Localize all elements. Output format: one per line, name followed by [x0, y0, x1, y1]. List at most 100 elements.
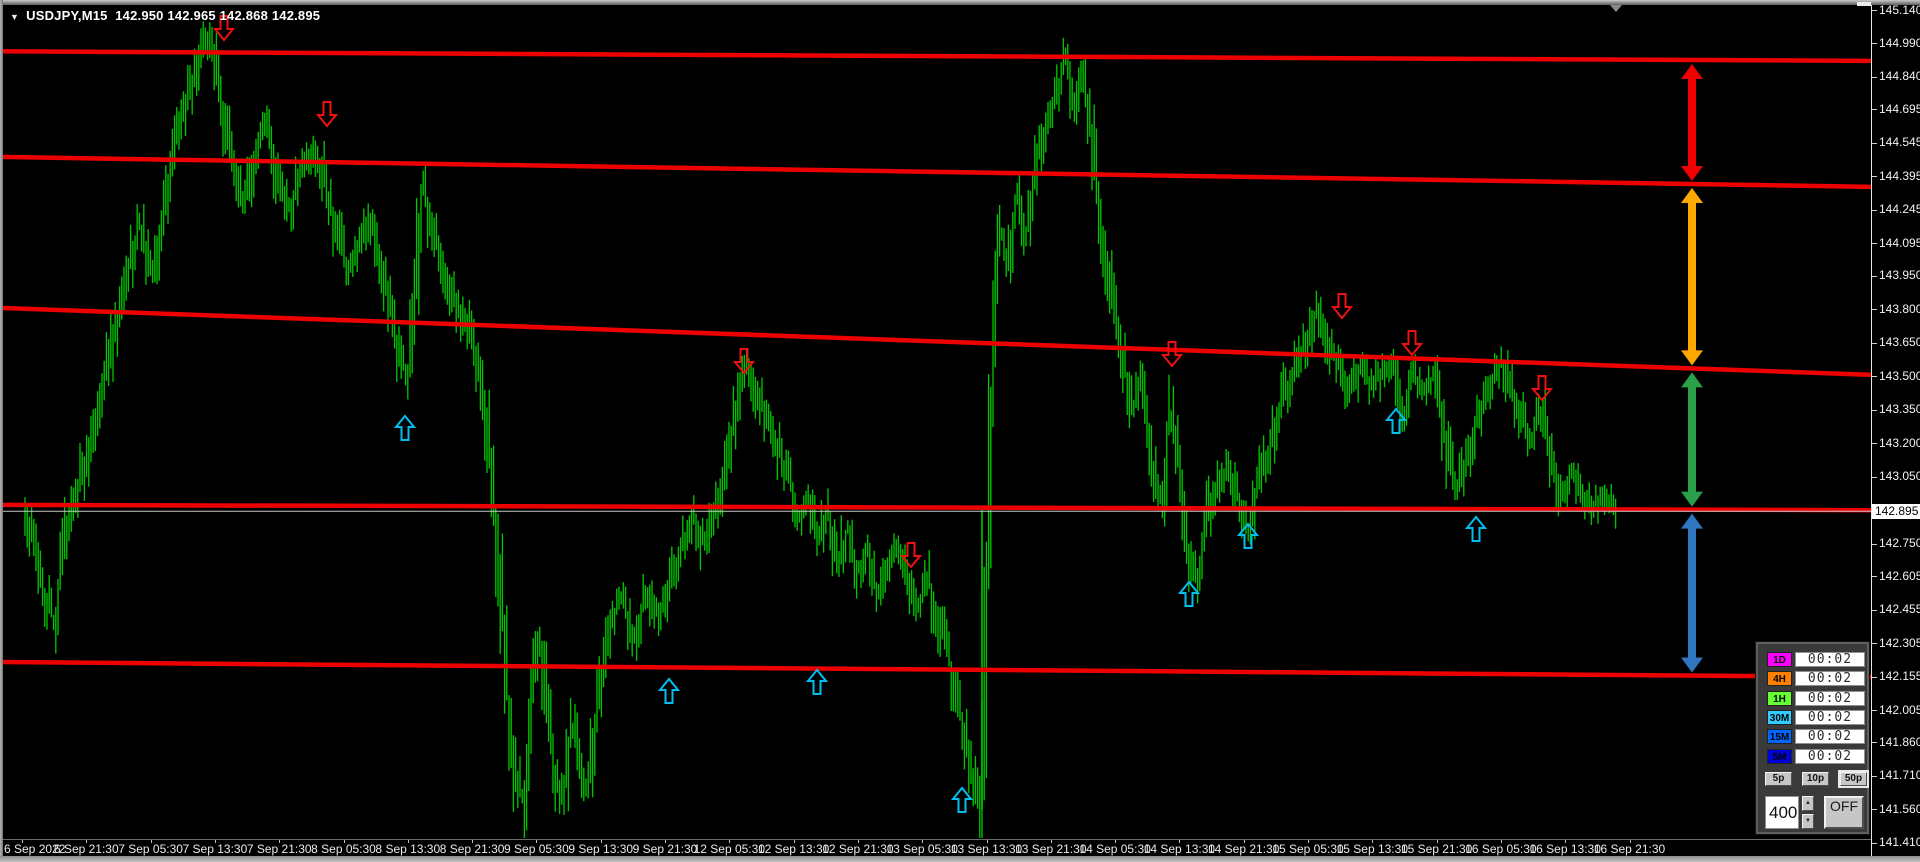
time-tick-label: 12 Sep 21:30 [822, 842, 894, 856]
price-tick-mark [1872, 742, 1877, 744]
spinner-up-button[interactable]: ▲ [1802, 796, 1814, 811]
spinner-down-icon: ▼ [1805, 818, 1811, 824]
sell-signal-arrow-icon [1330, 293, 1354, 320]
time-tick-label: 14 Sep 21:30 [1207, 842, 1280, 856]
pip-button-10p[interactable]: 10p [1802, 772, 1829, 786]
time-tick-mark [1629, 840, 1631, 843]
time-tick-mark [1436, 840, 1438, 843]
price-tick-label: 144.545 [1879, 135, 1920, 150]
buy-signal-arrow-icon [1177, 580, 1201, 607]
time-tick-mark [729, 840, 731, 843]
time-tick-mark [600, 840, 602, 843]
buy-signal-arrow-icon [950, 786, 974, 813]
spinner-down-button[interactable]: ▼ [1802, 814, 1814, 829]
price-tick-label: 142.305 [1879, 635, 1920, 650]
time-tick-label: 16 Sep 05:30 [1465, 842, 1537, 856]
spinner-up-icon: ▲ [1805, 800, 1811, 806]
timeframe-countdown-4h: 00:02 [1795, 671, 1865, 687]
window-top-border [0, 0, 1920, 5]
time-tick-label: 15 Sep 13:30 [1336, 842, 1408, 856]
buy-signal-arrow-icon [1464, 515, 1488, 542]
price-tick-mark [1872, 576, 1877, 578]
support-resistance-line-5[interactable] [0, 659, 1872, 680]
price-tick-mark [1872, 76, 1877, 78]
sell-signal-arrow-icon [732, 348, 756, 375]
time-tick-mark [1179, 840, 1181, 843]
support-resistance-line-2[interactable] [0, 154, 1872, 190]
pip-button-50p[interactable]: 50p [1840, 772, 1867, 786]
time-tick-label: 13 Sep 13:30 [950, 842, 1023, 856]
sell-signal-arrow-icon [1400, 330, 1424, 357]
timeframe-label-1d: 1D [1767, 652, 1792, 667]
time-tick-mark [1372, 840, 1374, 843]
price-tick-mark [1872, 710, 1877, 712]
time-tick-label: 9 Sep 13:30 [568, 842, 634, 856]
time-tick-mark [793, 840, 795, 843]
price-tick-label: 144.095 [1879, 235, 1920, 250]
time-tick-mark [86, 840, 88, 843]
chart-symbol-period: USDJPY,M15 [26, 8, 108, 23]
time-tick-label: 15 Sep 05:30 [1272, 842, 1344, 856]
price-tick-mark [1872, 409, 1877, 411]
buy-signal-arrow-icon [805, 668, 829, 695]
price-tick-label: 141.560 [1879, 801, 1920, 816]
price-tick-mark [1872, 443, 1877, 445]
sell-signal-arrow-icon [1160, 341, 1184, 368]
price-tick-mark [1872, 342, 1877, 344]
time-tick-mark [857, 840, 859, 843]
price-tick-mark [1872, 142, 1877, 144]
price-tick-mark [1872, 10, 1877, 11]
price-tick-label: 141.860 [1879, 734, 1920, 749]
price-chart-canvas[interactable] [0, 0, 1872, 856]
price-tick-label: 143.050 [1879, 469, 1920, 484]
time-tick-label: 13 Sep 05:30 [886, 842, 958, 856]
price-tick-mark [1872, 842, 1877, 844]
axis-separator [1871, 5, 1872, 856]
off-button[interactable]: OFF [1824, 796, 1864, 829]
chart-shift-marker-icon[interactable] [1610, 5, 1622, 12]
candle-timer-panel: 1D 00:02 4H 00:02 1H 00:02 30M 00:02 15M 00:02 5M 0… [1756, 642, 1869, 834]
time-tick-label: 14 Sep 05:30 [1079, 842, 1151, 856]
price-tick-label: 145.140 [1879, 2, 1920, 17]
support-resistance-line-3[interactable] [0, 305, 1872, 378]
sell-signal-arrow-icon [899, 542, 923, 569]
price-axis[interactable]: 145.140 144.990 144.840 144.695 144.545 144.3… [1872, 0, 1920, 856]
price-tick-label: 143.650 [1879, 335, 1920, 350]
chart-title: ▼ USDJPY,M15 142.950 142.965 142.868 142.… [10, 8, 320, 23]
timeframe-countdown-5m: 00:02 [1795, 748, 1865, 764]
support-resistance-line-4[interactable] [0, 502, 1872, 513]
price-tick-mark [1872, 209, 1877, 211]
price-tick-mark [1872, 376, 1877, 378]
timeframe-label-15m: 15M [1767, 729, 1792, 745]
price-tick-label: 142.455 [1879, 602, 1920, 617]
price-tick-mark [1872, 43, 1877, 45]
price-tick-mark [1872, 543, 1877, 545]
time-tick-mark [1115, 840, 1117, 843]
support-resistance-line-1[interactable] [0, 49, 1872, 64]
window-left-border [0, 0, 3, 862]
time-axis-separator [0, 839, 1871, 840]
timeframe-countdown-1h: 00:02 [1795, 690, 1865, 706]
price-tick-label: 144.990 [1879, 35, 1920, 50]
sell-signal-arrow-icon [1530, 375, 1554, 402]
pip-button-5p[interactable]: 5p [1765, 772, 1792, 786]
time-axis[interactable]: 6 Sep 2022 6 Sep 21:30 7 Sep 05:30 7 Sep 13… [0, 840, 1871, 856]
price-tick-mark [1872, 476, 1877, 478]
time-tick-mark [343, 840, 345, 843]
time-tick-label: 16 Sep 21:30 [1593, 842, 1666, 856]
chart-dropdown-icon[interactable]: ▼ [10, 12, 20, 22]
time-tick-mark [214, 840, 216, 843]
timeframe-label-5m: 5M [1767, 748, 1792, 764]
size-input[interactable] [1765, 796, 1799, 829]
price-tick-label: 142.005 [1879, 702, 1920, 717]
price-tick-label: 142.605 [1879, 568, 1920, 583]
time-tick-mark [407, 840, 409, 843]
time-tick-label: 14 Sep 13:30 [1143, 842, 1216, 856]
time-tick-label: 15 Sep 21:30 [1400, 842, 1473, 856]
time-tick-mark [150, 840, 152, 843]
time-tick-label: 9 Sep 05:30 [504, 842, 569, 856]
price-tick-label: 143.950 [1879, 268, 1920, 283]
timeframe-label-1h: 1H [1767, 690, 1792, 706]
time-tick-mark [665, 840, 666, 843]
